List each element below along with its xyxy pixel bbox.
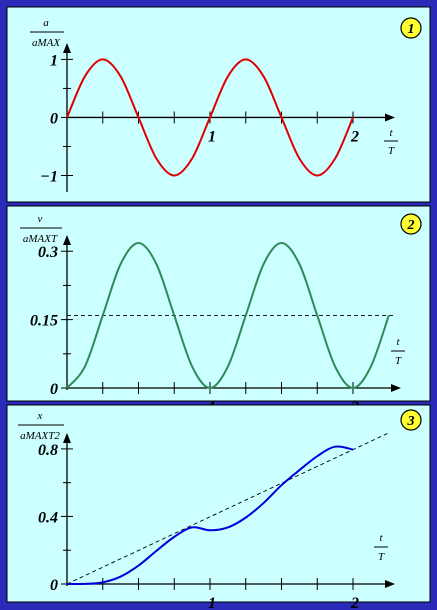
trend-reference-line: [66, 432, 389, 585]
y-axis-arrow: [63, 43, 71, 53]
y-axis-arrow: [63, 433, 71, 443]
y-label-numerator: a: [43, 17, 49, 29]
x-axis-arrow: [385, 113, 395, 122]
y-label-numerator: v: [38, 213, 43, 225]
x-label-denominator: T: [395, 355, 402, 367]
x-label-denominator: T: [388, 145, 395, 157]
x-tick-label: 1: [208, 128, 216, 145]
panel-velocity: 2 0.30.15012 v aMAXT t T: [6, 205, 431, 416]
y-axis-label: a aMAX: [30, 17, 64, 49]
panel-badge: 2: [400, 213, 422, 235]
x-axis-label: t T: [374, 532, 388, 563]
x-tick-label: 2: [350, 128, 359, 145]
y-tick-label: 0.4: [38, 509, 58, 526]
y-axis-arrow: [63, 235, 71, 245]
x-label-numerator: t: [396, 336, 400, 348]
x-tick-label: 2: [350, 595, 359, 610]
y-axis-label: v aMAXT: [20, 213, 62, 245]
x-axis-label: t T: [384, 127, 398, 157]
panel-badge: 1: [400, 17, 422, 39]
badge-circle: [400, 409, 422, 431]
panel-position: 3 0.8 0.4 0 1 2 x aMAXT2 t T: [6, 404, 431, 610]
y-label-denominator: aMAXT2: [20, 430, 60, 442]
y-tick-label: 0: [50, 577, 58, 594]
badge-number: 1: [408, 22, 415, 37]
panel-badge: 3: [400, 409, 422, 431]
y-label-numerator: x: [37, 410, 43, 422]
x-axis-arrow: [391, 384, 401, 392]
y-label-denominator: aMAX: [32, 37, 61, 49]
badge-number: 2: [407, 218, 415, 233]
series-line: [66, 242, 390, 390]
x-label-numerator: t: [389, 127, 393, 139]
y-axis-label: x aMAXT2: [18, 410, 64, 442]
series-line: [66, 58, 354, 177]
y-tick-label: 1: [50, 52, 58, 69]
panel-background: [6, 6, 431, 203]
y-tick-label: 0: [50, 110, 58, 127]
y-tick-label: 0: [50, 381, 58, 398]
y-tick-label: 0.15: [30, 313, 58, 330]
panel-background: [6, 404, 431, 603]
y-tick-label: −1: [40, 168, 58, 185]
x-tick-label: 1: [208, 595, 216, 610]
badge-circle: [400, 17, 422, 39]
x-label-numerator: t: [379, 532, 383, 544]
panel-acceleration: 1 1 0 −1 1 2 a aMAX t T: [6, 6, 431, 203]
x-axis-arrow: [385, 580, 395, 588]
y-tick-label: 0.3: [38, 244, 58, 261]
y-label-denominator: aMAXT: [23, 233, 58, 245]
panel-background: [6, 205, 431, 402]
badge-circle: [400, 213, 422, 235]
x-axis-label: t T: [391, 336, 405, 367]
y-tick-label: 0.8: [38, 442, 58, 459]
x-label-denominator: T: [378, 551, 385, 563]
badge-number: 3: [407, 414, 415, 429]
series-line: [66, 445, 354, 586]
